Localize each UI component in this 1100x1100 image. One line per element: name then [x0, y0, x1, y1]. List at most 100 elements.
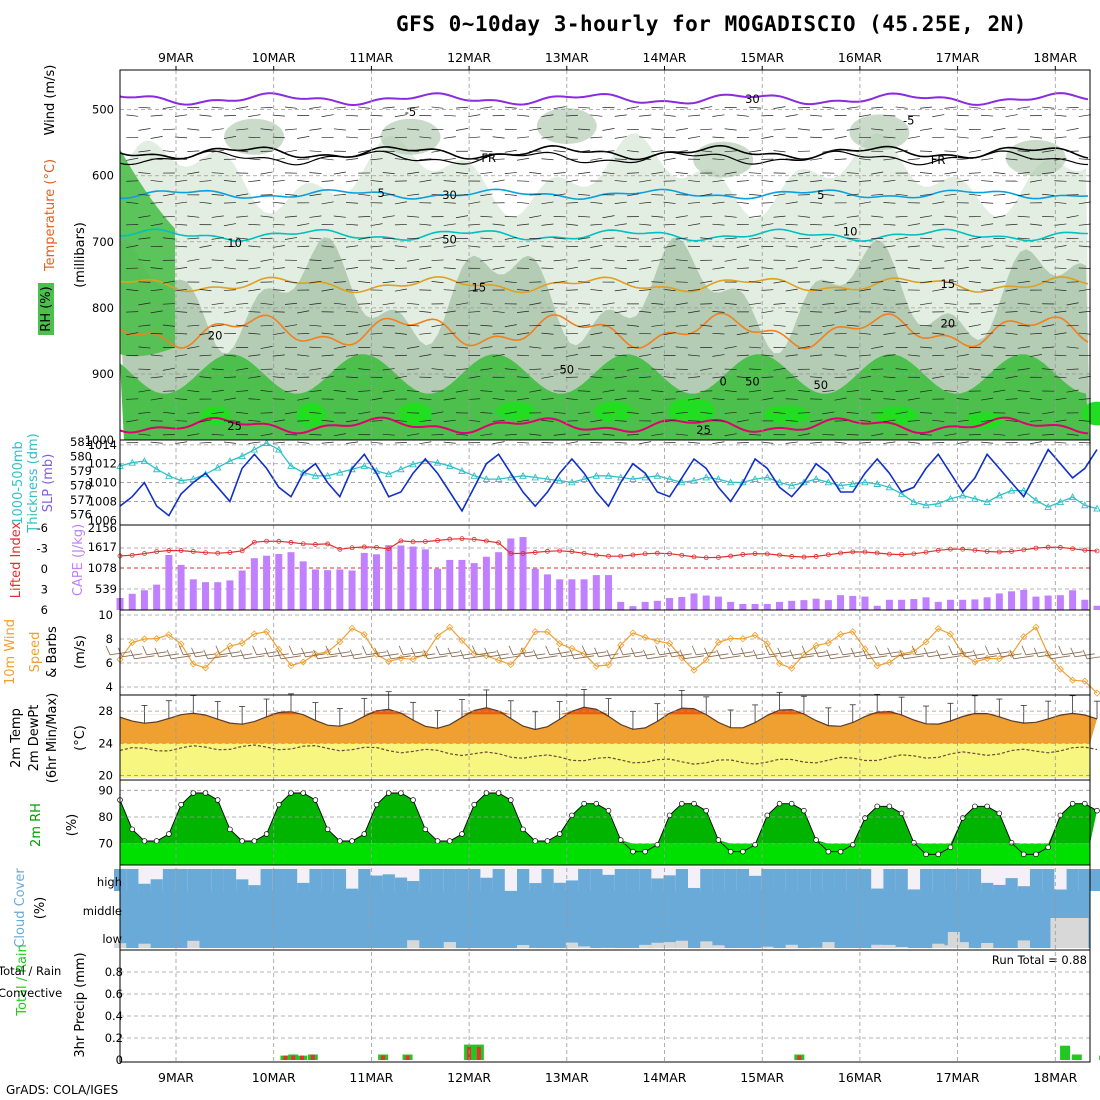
- wind-point: [446, 623, 454, 631]
- rh-label-box: [38, 283, 54, 335]
- temp-label-1: 2m Temp: [9, 708, 24, 768]
- li-point: [386, 546, 392, 552]
- wind-barb: [810, 136, 823, 139]
- wind-barb: [333, 346, 346, 349]
- slp-tick: 1014: [88, 438, 117, 452]
- wind-barb: [223, 354, 236, 357]
- wind-barb: [590, 332, 603, 336]
- wind-tick: 10: [98, 608, 113, 622]
- wind-barb: [602, 150, 615, 153]
- wind-barb: [1078, 398, 1091, 401]
- wind-barb: [639, 266, 652, 270]
- thickness-point: [800, 478, 808, 486]
- wind-barb: [565, 441, 578, 445]
- day-gridlines: [175, 70, 1056, 1062]
- rh-unit: (%): [65, 814, 80, 837]
- thickness-point: [1019, 486, 1028, 494]
- wind-barb: [321, 114, 334, 118]
- thickness-point: [311, 471, 320, 479]
- surface-barb-flag: [1021, 645, 1027, 655]
- li-point: [1094, 548, 1100, 554]
- surface-barb-flag: [887, 647, 892, 657]
- wind-barb: [724, 433, 737, 437]
- wind-barb: [236, 411, 249, 414]
- wind-barb: [150, 441, 163, 444]
- rh-point: [361, 831, 368, 837]
- wind-barb: [700, 193, 713, 197]
- wind-barb: [236, 215, 249, 218]
- cape-bar: [140, 590, 148, 610]
- surface-barb-flag: [533, 649, 538, 659]
- wind-point: [482, 652, 490, 660]
- wind-barb: [346, 202, 359, 204]
- wind-barb: [1054, 136, 1067, 139]
- wind-barb: [810, 224, 823, 226]
- surface-barb-flag: [1046, 649, 1051, 659]
- wind-barb: [871, 281, 884, 283]
- wind-barb: [981, 136, 994, 139]
- thickness-label: Thickness (dm): [26, 433, 41, 533]
- rh-bright-spot: [200, 406, 231, 426]
- wind-barb: [907, 180, 920, 183]
- wind-barb: [578, 150, 591, 153]
- surface-barb: [647, 655, 668, 660]
- thickness-point: [177, 476, 185, 484]
- wind-point: [922, 638, 930, 646]
- rh-point: [1045, 844, 1051, 851]
- cloud-high-bar: [480, 877, 493, 891]
- wind-barb: [223, 115, 236, 117]
- wind-barb: [578, 346, 591, 349]
- wind-barb: [614, 332, 627, 335]
- cloud-low-bar: [871, 944, 884, 948]
- rh-point: [483, 790, 490, 796]
- rh-point: [727, 848, 734, 855]
- wind-barb: [797, 325, 810, 327]
- wind-barb: [260, 390, 273, 393]
- surface-barb-flag: [337, 647, 343, 657]
- wind-barb: [407, 106, 420, 109]
- cloud-mid-low: [120, 891, 1090, 948]
- wind-barb: [981, 419, 994, 422]
- wind-barb: [175, 420, 188, 422]
- wind-barb: [138, 389, 151, 393]
- cloud-high-bar: [932, 869, 945, 891]
- wind-barb: [138, 433, 151, 436]
- surface-barb-flag: [1082, 649, 1088, 659]
- rh-point: [862, 815, 868, 821]
- cloud-high-bar: [590, 869, 603, 891]
- rh-point: [324, 826, 331, 833]
- cloud-high-bar: [700, 869, 713, 891]
- li-point: [251, 539, 257, 545]
- wind-barb: [272, 157, 285, 161]
- wind-barb: [211, 389, 224, 393]
- wind-barb: [309, 390, 322, 393]
- wind-label-4: (m/s): [73, 635, 88, 669]
- date-label-top: 13MAR: [545, 50, 589, 65]
- rh-point: [398, 790, 404, 796]
- wind-barb: [651, 194, 664, 196]
- temp-area: [120, 707, 1097, 744]
- wind-barb: [333, 258, 346, 262]
- wind-barb: [358, 303, 371, 305]
- wind-barb: [944, 171, 957, 175]
- date-label-bottom: 12MAR: [447, 1070, 491, 1085]
- wind-barb: [907, 245, 920, 248]
- wind-barb: [651, 433, 664, 436]
- surface-barb: [415, 653, 436, 658]
- rh-low-fill: [120, 843, 1090, 865]
- wind-barb: [321, 180, 334, 182]
- wind-barb: [785, 376, 798, 379]
- wind-barb: [455, 281, 468, 283]
- wind-barb: [455, 172, 469, 175]
- rh-point: [129, 826, 135, 833]
- li-point: [935, 547, 941, 553]
- li-point: [850, 549, 856, 555]
- cape-bar: [1093, 605, 1100, 610]
- rh-bright-spot: [875, 406, 918, 426]
- dewpoint-line: [119, 744, 1098, 765]
- wind-point: [287, 662, 295, 670]
- contour-label: 15: [472, 281, 487, 295]
- cape-bar: [861, 596, 869, 610]
- thickness-point: [922, 501, 930, 509]
- surface-barb-flag: [239, 649, 245, 659]
